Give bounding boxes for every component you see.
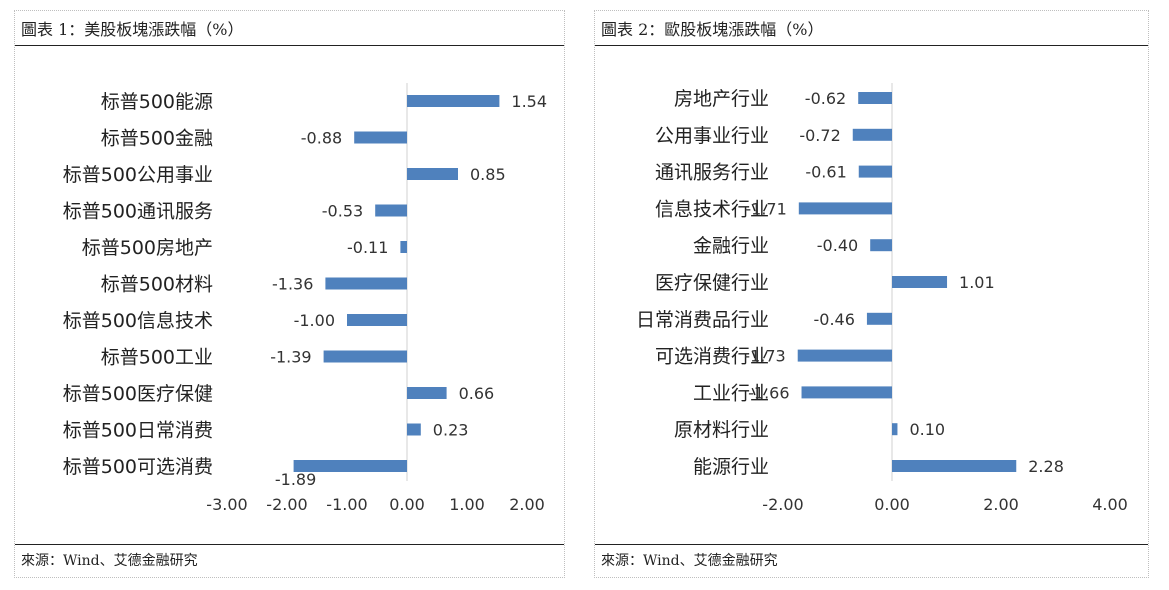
tick-label: 1.00: [449, 495, 485, 514]
category-label: 公用事业行业: [655, 125, 769, 147]
data-label: 0.85: [470, 165, 506, 184]
category-label: 医疗保健行业: [655, 272, 769, 294]
bar: [407, 423, 421, 436]
data-label: -0.46: [814, 310, 855, 329]
source-note: 來源：Wind、艾德金融研究: [15, 544, 564, 577]
bar: [354, 131, 407, 144]
tick-label: -2.00: [266, 495, 307, 514]
bar: [798, 202, 892, 215]
category-label: 标普500金融: [101, 128, 213, 150]
bar: [858, 92, 892, 104]
data-label: -0.88: [301, 129, 342, 148]
chart-title: 圖表 2：歐股板塊漲跌幅（%）: [595, 15, 1148, 46]
category-label: 房地产行业: [674, 88, 769, 110]
data-label: 0.23: [433, 421, 469, 440]
data-label: -0.72: [799, 126, 840, 145]
bar: [797, 349, 892, 362]
tick-label: -2.00: [762, 495, 803, 514]
data-label: -1.36: [272, 275, 313, 294]
category-label: 标普500通讯服务: [63, 201, 213, 223]
tick-label: 2.00: [509, 495, 545, 514]
bar: [323, 350, 407, 363]
data-label: 0.10: [909, 420, 945, 439]
category-label: 可选消费行业: [655, 346, 769, 368]
tick-label: 2.00: [983, 495, 1019, 514]
bar: [866, 312, 892, 325]
category-label: 工业行业: [693, 382, 769, 404]
data-label: -1.39: [270, 348, 311, 367]
tick-label: 0.00: [389, 495, 425, 514]
data-label: -0.53: [322, 202, 363, 221]
chart-panel-eu: 圖表 2：歐股板塊漲跌幅（%） 房地产行业 -0.62 公用事业行业 -0.72 通讯服…: [594, 10, 1149, 578]
category-label: 能源行业: [693, 456, 769, 478]
bar: [852, 128, 892, 141]
bar: [293, 460, 407, 472]
category-label: 信息技术行业: [655, 198, 769, 220]
chart-panel-us: 圖表 1：美股板塊漲跌幅（%） 标普500能源 1.54 标普500金融 -0.88 标…: [14, 10, 565, 578]
bar: [892, 276, 948, 288]
data-label: -0.62: [805, 89, 846, 108]
category-label: 原材料行业: [674, 419, 769, 441]
category-label: 标普500材料: [101, 274, 213, 296]
bar: [892, 423, 898, 436]
category-label: 标普500工业: [101, 347, 213, 369]
category-label: 金融行业: [693, 235, 769, 257]
category-label: 标普500日常消费: [63, 420, 213, 442]
tick-label: 4.00: [1092, 495, 1128, 514]
data-label: 2.28: [1028, 457, 1064, 476]
data-label: -0.40: [817, 236, 858, 255]
category-label: 日常消费品行业: [636, 309, 769, 331]
category-label: 标普500医疗保健: [63, 383, 213, 405]
data-label: 1.01: [959, 273, 995, 292]
tick-label: -1.00: [326, 495, 367, 514]
chart-title: 圖表 1：美股板塊漲跌幅（%）: [15, 15, 564, 46]
data-label: 0.66: [459, 384, 495, 403]
data-label: -1.00: [294, 311, 335, 330]
bar: [858, 165, 892, 178]
bar: [801, 386, 892, 399]
bar: [347, 314, 407, 326]
category-label: 标普500公用事业: [63, 164, 213, 186]
bar: [375, 204, 407, 217]
tick-label: 0.00: [874, 495, 910, 514]
bar: [870, 239, 892, 252]
bar: [407, 168, 458, 180]
data-label: -1.89: [275, 470, 316, 489]
data-label: -0.11: [347, 238, 388, 257]
data-label: -1.73: [744, 347, 785, 366]
bar: [325, 277, 407, 290]
data-label: -1.66: [748, 383, 789, 402]
category-label: 标普500能源: [101, 91, 213, 113]
bar: [400, 241, 407, 253]
bar: [407, 95, 500, 107]
category-label: 标普500可选消费: [63, 456, 213, 478]
bar-chart-us: 标普500能源 1.54 标普500金融 -0.88 标普500公用事业 0.85 标普50…: [63, 83, 547, 514]
data-label: 1.54: [511, 92, 547, 111]
tick-label: -3.00: [206, 495, 247, 514]
category-label: 标普500房地产: [82, 237, 213, 259]
bar: [892, 460, 1017, 472]
category-label: 通讯服务行业: [655, 162, 769, 184]
data-label: -1.71: [745, 199, 786, 218]
category-label: 标普500信息技术: [63, 310, 213, 332]
source-note: 來源：Wind、艾德金融研究: [595, 544, 1148, 577]
bar: [407, 387, 447, 399]
data-label: -0.61: [805, 163, 846, 182]
